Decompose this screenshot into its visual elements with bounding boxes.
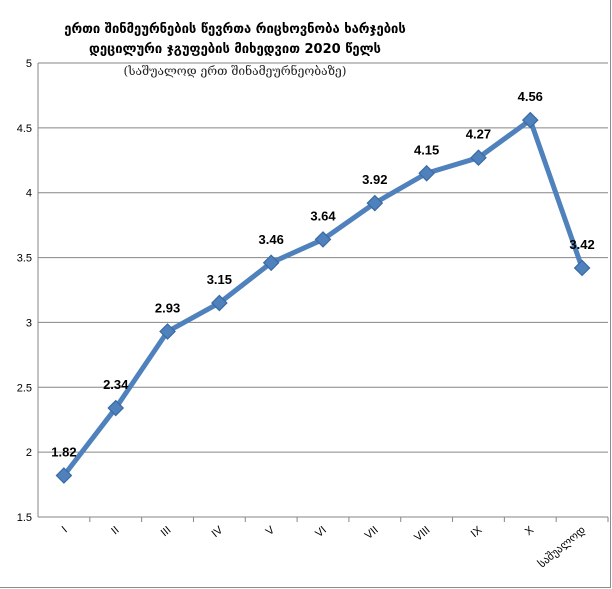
x-tick-label: II <box>109 524 121 537</box>
data-label: 1.82 <box>51 444 76 459</box>
y-tick-label: 4 <box>26 188 32 200</box>
x-tick-label: VIII <box>412 524 432 544</box>
data-point-marker <box>470 149 487 167</box>
y-tick-label: 3.5 <box>17 253 32 265</box>
chart-title-line-2: დეცილური ჯგუფების მიხედვით 2020 წელს <box>89 42 381 57</box>
y-tick-label: 4.5 <box>17 123 32 135</box>
x-tick-label: IV <box>210 524 226 540</box>
data-label: 3.92 <box>362 172 387 187</box>
chart-title-line-1: ერთი შინმეურნების წევრთა რიცხოვნობა ხარჯ… <box>64 22 406 37</box>
x-tick-label: VII <box>363 524 381 542</box>
x-tick-label: საშუალოდ <box>535 523 588 570</box>
data-point-marker <box>366 194 384 212</box>
data-label: 2.34 <box>103 377 129 392</box>
y-tick-label: 2.5 <box>17 382 32 394</box>
data-point-marker <box>262 254 280 272</box>
data-point-marker <box>107 399 125 417</box>
x-tick-label: I <box>60 524 70 535</box>
x-tick-label: VI <box>313 524 329 540</box>
x-tick-label: X <box>523 524 537 538</box>
x-tick-label: V <box>264 524 278 538</box>
data-point-marker <box>521 111 539 129</box>
chart-subtitle: (საშუალოდ ერთ შინამეურნეობაზე) <box>123 64 347 78</box>
data-point-marker <box>314 231 332 248</box>
data-point-marker <box>573 259 591 277</box>
data-label: 3.15 <box>207 272 232 287</box>
y-tick-label: 1.5 <box>17 512 32 524</box>
data-label: 3.64 <box>310 208 336 223</box>
y-tick-label: 5 <box>26 58 32 70</box>
data-label: 3.46 <box>259 232 284 247</box>
x-tick-label: III <box>159 524 174 539</box>
y-tick-label: 3 <box>26 317 32 329</box>
data-label: 4.15 <box>414 142 439 157</box>
x-tick-label: IX <box>469 524 485 540</box>
data-point-marker <box>211 294 228 312</box>
series-line <box>61 117 585 478</box>
data-point-marker <box>55 467 73 484</box>
data-label: 3.42 <box>569 237 594 252</box>
y-tick-label: 2 <box>26 447 32 459</box>
data-label: 4.56 <box>518 89 543 104</box>
data-point-marker <box>418 164 435 182</box>
data-point-marker <box>159 323 176 340</box>
data-label: 2.93 <box>155 301 180 316</box>
data-label: 4.27 <box>466 127 491 142</box>
